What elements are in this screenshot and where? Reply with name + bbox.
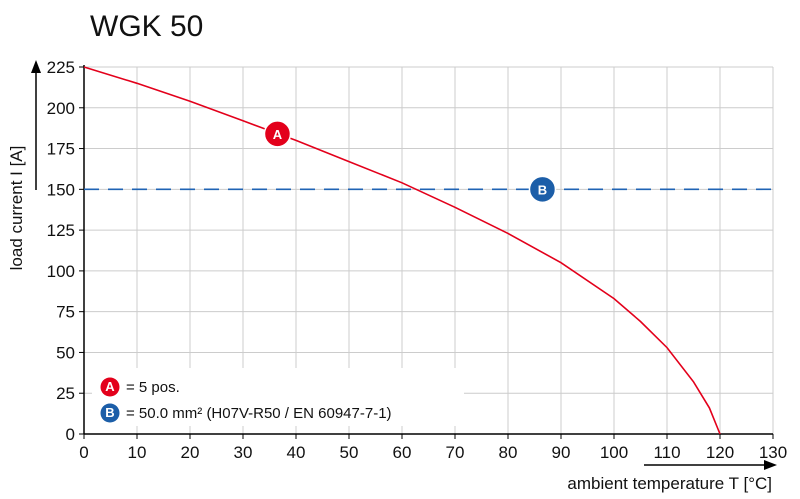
y-tick-label-50: 50 [56, 343, 75, 362]
x-tick-label-100: 100 [600, 443, 628, 462]
marker-B-label: B [538, 182, 547, 197]
curve-markers: AB [263, 120, 557, 204]
legend: A = 5 pos. B = 50.0 mm² (H07V-R50 / EN 6094… [92, 368, 464, 426]
legend-text-B: = 50.0 mm² (H07V-R50 / EN 60947-7-1) [126, 405, 392, 422]
y-tick-label-225: 225 [47, 58, 75, 77]
x-axis-label: ambient temperature T [°C] [567, 474, 772, 493]
y-axis-label: load current I [A] [7, 146, 26, 271]
data-series [83, 66, 773, 435]
x-tick-labels: 0 10 20 30 40 50 60 70 80 90 100 110 120 130 [79, 443, 787, 462]
grid-lines [83, 66, 774, 435]
x-tick-label-40: 40 [287, 443, 306, 462]
y-tick-label-200: 200 [47, 99, 75, 118]
x-tick-label-20: 20 [181, 443, 200, 462]
x-tick-label-130: 130 [759, 443, 787, 462]
legend-marker-B-label: B [105, 405, 114, 420]
chart-title: WGK 50 [90, 10, 203, 43]
y-tick-label-175: 175 [47, 140, 75, 159]
legend-text-A: = 5 pos. [126, 379, 180, 396]
x-tick-label-0: 0 [79, 443, 88, 462]
y-tick-label-25: 25 [56, 384, 75, 403]
x-axis-arrowhead [764, 460, 777, 470]
y-tick-label-125: 125 [47, 221, 75, 240]
x-tick-label-10: 10 [128, 443, 147, 462]
x-tick-label-60: 60 [393, 443, 412, 462]
legend-box [92, 368, 464, 426]
y-tick-labels: 0 25 50 75 100 125 150 175 200 225 [47, 58, 75, 444]
y-tick-label-150: 150 [47, 180, 75, 199]
x-tick-label-90: 90 [552, 443, 571, 462]
x-tick-label-120: 120 [706, 443, 734, 462]
legend-marker-A [100, 377, 120, 397]
x-tick-label-50: 50 [340, 443, 359, 462]
y-tick-label-75: 75 [56, 303, 75, 322]
marker-B-circle [528, 175, 557, 204]
y-axis-arrowhead [31, 60, 41, 73]
y-tick-label-0: 0 [66, 425, 75, 444]
marker-A-circle [263, 120, 292, 148]
x-tick-label-110: 110 [653, 443, 680, 462]
legend-marker-B [100, 403, 120, 423]
series-A-line [83, 66, 721, 435]
axes [79, 65, 774, 439]
x-tick-label-30: 30 [234, 443, 253, 462]
legend-marker-A-label: A [105, 379, 115, 394]
x-tick-label-80: 80 [499, 443, 518, 462]
x-tick-label-70: 70 [446, 443, 465, 462]
marker-A-label: A [273, 127, 283, 142]
y-tick-label-100: 100 [47, 262, 75, 281]
